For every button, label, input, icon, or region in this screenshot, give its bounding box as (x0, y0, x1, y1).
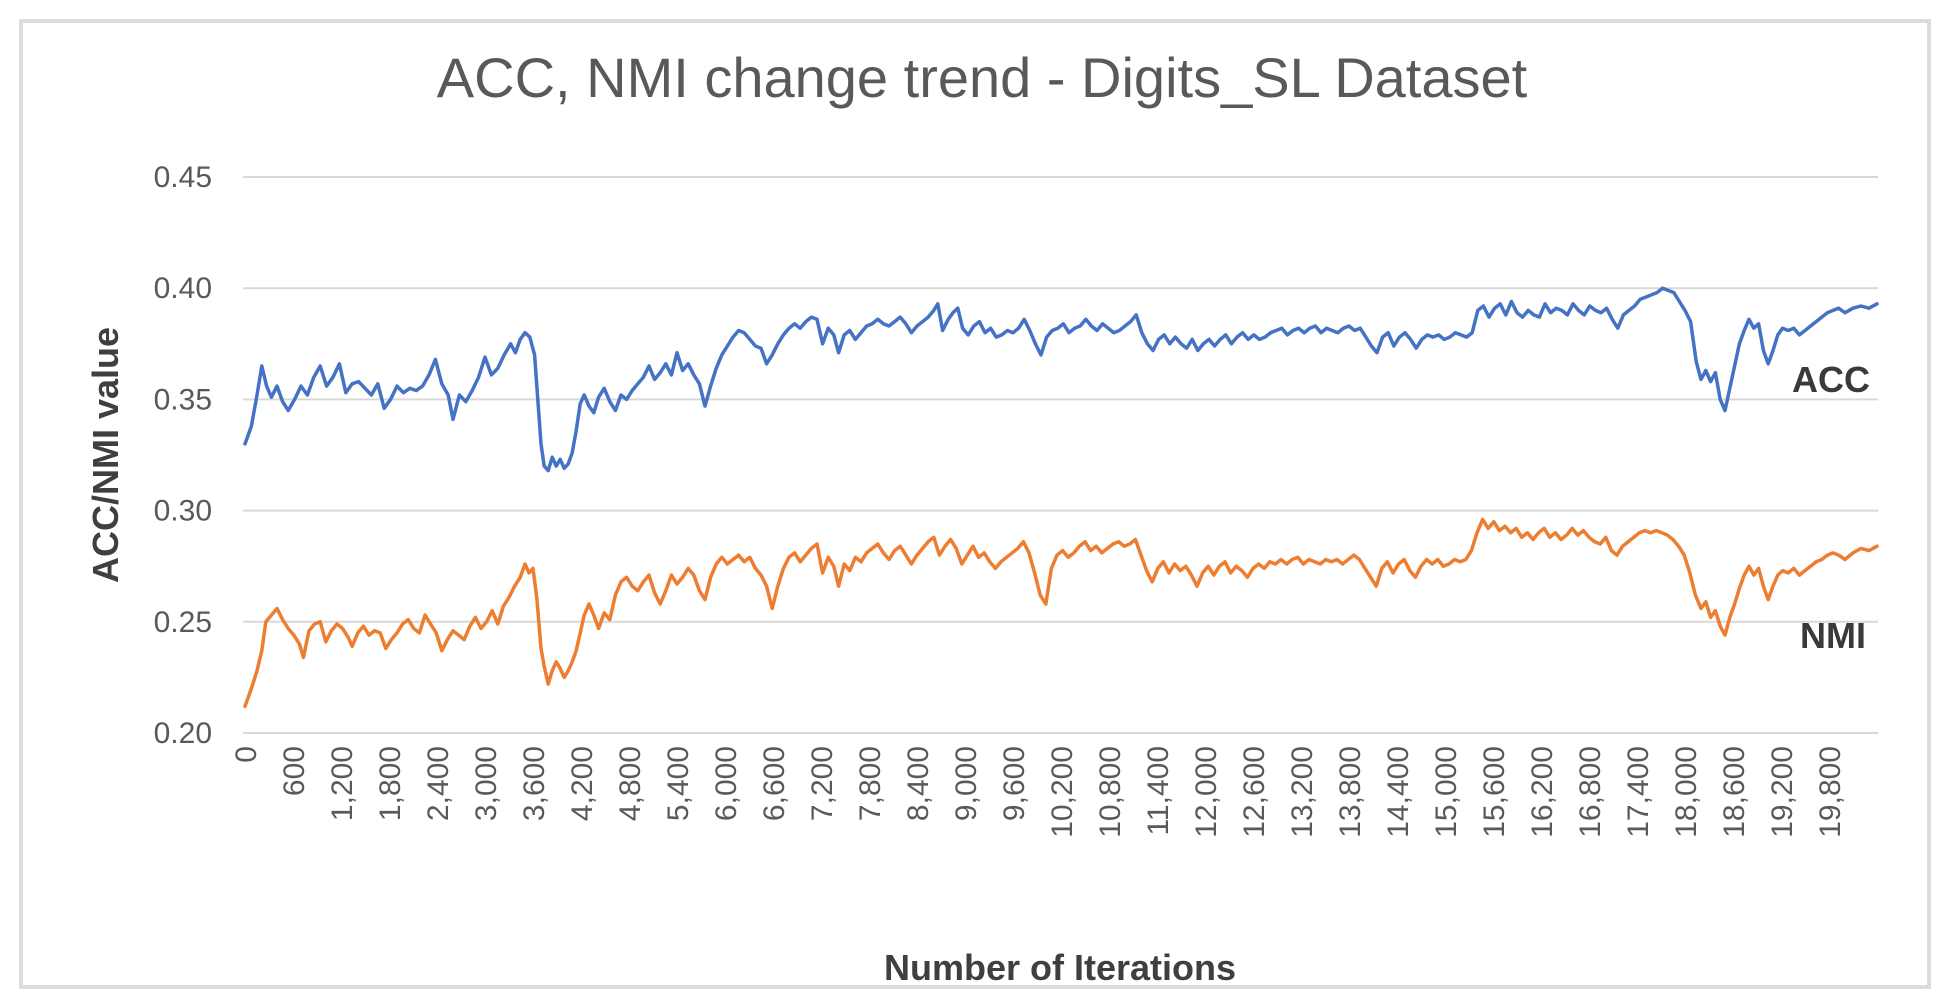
x-axis-tick-label: 8,400 (902, 746, 935, 821)
x-axis-tick-label: 16,800 (1574, 746, 1607, 838)
y-axis-tick-label: 0.30 (154, 495, 212, 528)
x-axis-tick-label: 18,600 (1718, 746, 1751, 838)
x-axis-title: Number of Iterations (884, 947, 1236, 988)
x-axis-tick-label: 17,400 (1622, 746, 1655, 838)
y-axis-tick-label: 0.40 (154, 272, 212, 305)
x-axis-tick-label: 4,200 (566, 746, 599, 821)
x-axis-tick-label: 10,200 (1046, 746, 1079, 838)
gridlines-group (243, 176, 1878, 734)
series-lines-group (243, 286, 1879, 709)
acc-series-label: ACC (1792, 359, 1870, 400)
x-axis-tick-label: 11,400 (1142, 746, 1175, 836)
y-axis-tick-label: 0.20 (154, 717, 212, 750)
nmi-line (243, 517, 1879, 709)
nmi-series-label: NMI (1800, 615, 1866, 656)
x-axis-tick-label: 13,200 (1286, 746, 1319, 838)
x-axis-tick-label: 3,600 (518, 746, 551, 821)
x-axis-tick-label: 13,800 (1334, 746, 1367, 838)
x-axis-tick-label: 18,000 (1670, 746, 1703, 838)
x-axis-tick-label: 2,400 (422, 746, 455, 821)
x-axis-tick-label: 1,800 (374, 746, 407, 821)
x-axis-tick-label: 10,800 (1094, 746, 1127, 838)
x-axis-tick-label: 15,600 (1478, 746, 1511, 838)
x-axis-tick-label: 0 (230, 746, 263, 763)
x-axis-tick-label: 7,200 (806, 746, 839, 821)
y-axis-tick-label: 0.45 (154, 161, 212, 194)
x-axis-tick-label: 12,000 (1190, 746, 1223, 838)
chart-border (19, 19, 1931, 989)
x-axis-tick-labels-group: 0 600 1,200 1,800 2,400 3,000 3,600 4,200 4,800 5… (230, 746, 1847, 838)
x-axis-tick-label: 1,200 (326, 746, 359, 821)
y-axis-tick-label: 0.25 (154, 606, 212, 639)
x-axis-tick-label: 6,000 (710, 746, 743, 821)
x-axis-tick-label: 6,600 (758, 746, 791, 821)
x-axis-tick-label: 5,400 (662, 746, 695, 821)
x-axis-tick-label: 19,200 (1766, 746, 1799, 838)
y-axis-tick-labels-group: 0.45 0.40 0.35 0.30 0.25 0.20 (154, 161, 212, 750)
x-axis-tick-label: 14,400 (1382, 746, 1415, 838)
chart-title: ACC, NMI change trend - Digits_SL Datase… (437, 46, 1528, 109)
x-axis-tick-label: 15,000 (1430, 746, 1463, 838)
x-axis-tick-label: 9,000 (950, 746, 983, 821)
x-axis-tick-label: 16,200 (1526, 746, 1559, 838)
x-axis-tick-label: 4,800 (614, 746, 647, 821)
x-axis-tick-label: 9,600 (998, 746, 1031, 821)
acc-line (243, 286, 1879, 473)
y-axis-tick-label: 0.35 (154, 383, 212, 416)
x-axis-tick-label: 7,800 (854, 746, 887, 821)
y-axis-title: ACC/NMI value (85, 327, 126, 583)
x-axis-tick-label: 12,600 (1238, 746, 1271, 838)
x-axis-tick-label: 600 (278, 746, 311, 796)
x-axis-tick-label: 3,000 (470, 746, 503, 821)
x-axis-tick-label: 19,800 (1814, 746, 1847, 838)
